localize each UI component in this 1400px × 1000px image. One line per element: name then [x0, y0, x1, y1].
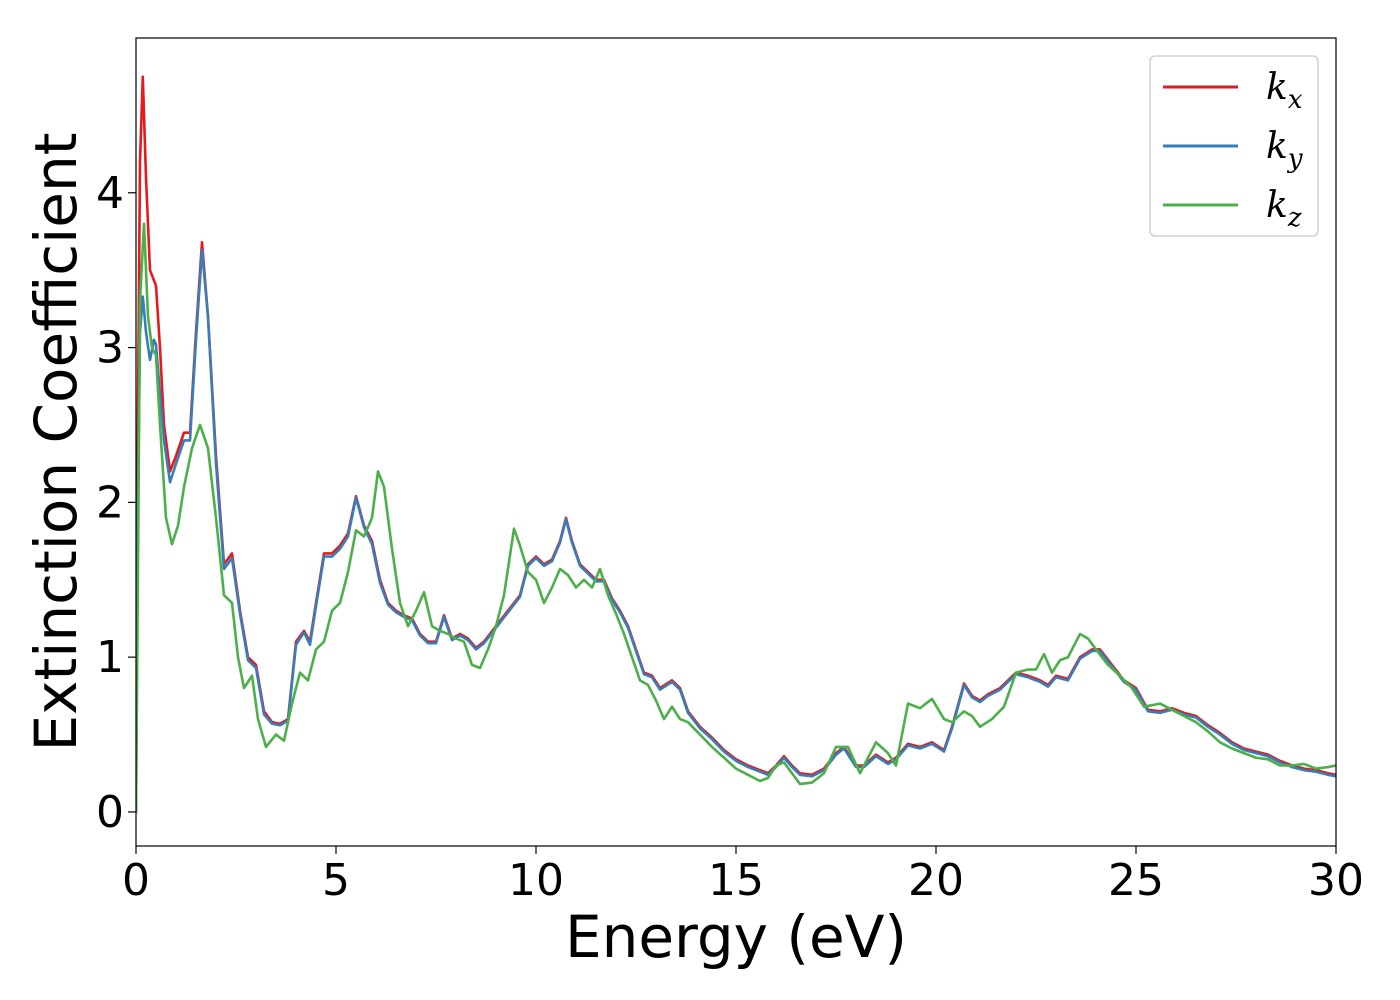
- x-tick-label: 0: [122, 855, 150, 906]
- series-layer: [136, 75, 1336, 814]
- legend-label-subscript: y: [1287, 144, 1303, 174]
- legend-label-ky: ky: [1266, 126, 1303, 174]
- series-line-kz: [136, 222, 1336, 814]
- legend-label-base: k: [1266, 67, 1288, 108]
- y-tick-label: 3: [96, 323, 124, 374]
- x-axis-ticks: 0 5 10 15 20 25 30: [122, 846, 1364, 906]
- legend-label-base: k: [1266, 126, 1288, 167]
- x-tick-label: 5: [322, 855, 350, 906]
- series-line-ky: [136, 248, 1336, 814]
- y-tick-label: 4: [96, 168, 124, 219]
- y-tick-label: 0: [96, 787, 124, 838]
- x-tick-label: 25: [1108, 855, 1164, 906]
- x-tick-label: 30: [1308, 855, 1364, 906]
- legend-label-kx: kx: [1266, 67, 1303, 115]
- y-tick-label: 1: [96, 632, 124, 683]
- x-tick-label: 20: [908, 855, 964, 906]
- y-tick-label: 2: [96, 477, 124, 528]
- legend-label-subscript: z: [1287, 203, 1302, 233]
- legend-label-base: k: [1266, 185, 1288, 226]
- legend-label-subscript: x: [1288, 85, 1303, 115]
- y-axis-ticks: 0 1 2 3 4: [96, 168, 136, 838]
- legend-label-kz: kz: [1266, 185, 1302, 233]
- x-axis-label: Energy (eV): [565, 903, 907, 971]
- y-axis-label: Extinction Coefficient: [22, 133, 90, 752]
- x-tick-label: 15: [708, 855, 764, 906]
- x-tick-label: 10: [508, 855, 564, 906]
